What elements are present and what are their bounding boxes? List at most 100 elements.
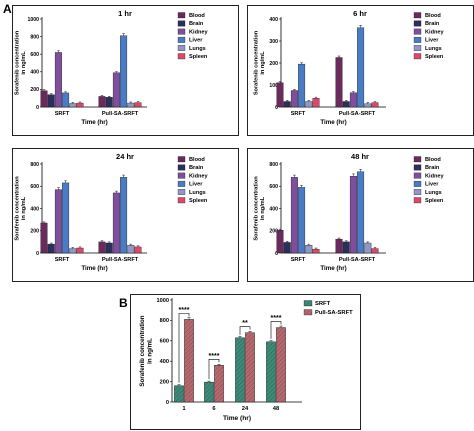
bar xyxy=(47,243,55,254)
legend-label: Pull-SA-SRFT xyxy=(315,310,353,316)
legend-swatch xyxy=(177,180,186,187)
bar xyxy=(54,189,62,254)
bar xyxy=(112,72,120,108)
x-tick-label: Pull-SA-SRFT xyxy=(339,257,376,263)
bar xyxy=(364,242,372,254)
x-axis-label: Time (hr) xyxy=(81,265,107,272)
y-tick-label: 800 xyxy=(30,162,39,168)
bar xyxy=(76,102,84,108)
legend-label: Liver xyxy=(425,182,439,188)
legend-label: Blood xyxy=(425,13,441,19)
y-tick-label: 400 xyxy=(160,359,169,365)
y-tick-label: 200 xyxy=(30,229,39,235)
x-axis-label: Time (hr) xyxy=(81,119,107,126)
legend-label: Kidney xyxy=(189,29,209,35)
bar xyxy=(371,248,379,254)
bar xyxy=(283,242,291,254)
bar xyxy=(349,176,357,254)
bar xyxy=(357,27,365,108)
x-tick-label: Pull-SA-SRFT xyxy=(102,257,139,263)
legend-label: Lungs xyxy=(425,190,442,196)
y-tick-label: 400 xyxy=(269,206,278,212)
bar xyxy=(245,332,255,403)
legend-label: Brain xyxy=(425,21,440,27)
bar xyxy=(290,177,298,254)
legend-swatch xyxy=(177,28,186,35)
y-tick-label: 600 xyxy=(30,52,39,58)
y-tick-label: 200 xyxy=(30,87,39,93)
legend-swatch xyxy=(413,197,422,204)
bar xyxy=(342,101,350,108)
bar xyxy=(335,57,343,108)
legend-swatch xyxy=(177,12,186,19)
y-tick-label: 200 xyxy=(269,229,278,235)
x-tick-label: 6 xyxy=(212,406,216,412)
y-tick-label: 0 xyxy=(275,105,278,111)
bar xyxy=(349,92,357,108)
legend-label: Blood xyxy=(189,13,205,19)
bar xyxy=(98,241,106,254)
bar xyxy=(235,337,245,403)
bar xyxy=(127,102,135,108)
y-tick-label: 800 xyxy=(30,34,39,40)
significance-bracket xyxy=(208,358,220,380)
bar xyxy=(312,248,320,254)
x-tick-label: 48 xyxy=(273,406,280,412)
legend-label: Spleen xyxy=(189,54,208,60)
legend-label: Spleen xyxy=(425,54,444,60)
y-tick-label: 0 xyxy=(36,251,39,257)
legend-swatch xyxy=(413,28,422,35)
legend-label: Blood xyxy=(425,157,441,163)
x-axis-label: Time (hr) xyxy=(223,415,251,422)
legend-swatch xyxy=(177,36,186,43)
x-axis-label: Time (hr) xyxy=(320,265,346,272)
chart-title: 24 hr xyxy=(116,152,134,161)
bar xyxy=(112,192,120,254)
x-tick-label: SRFT xyxy=(291,257,306,263)
legend-swatch xyxy=(177,197,186,204)
bar xyxy=(76,247,84,254)
legend-label: Liver xyxy=(189,38,203,44)
bar xyxy=(62,92,70,108)
legend-swatch xyxy=(177,164,186,171)
legend-swatch xyxy=(413,156,422,163)
significance-label: **** xyxy=(271,315,282,322)
y-tick-label: 400 xyxy=(30,70,39,76)
legend-label: Kidney xyxy=(189,173,209,179)
significance-label: ** xyxy=(242,320,248,327)
bar xyxy=(364,103,372,108)
legend-swatch xyxy=(413,20,422,27)
y-axis-label: Sorafenib concentrationin ng/mL xyxy=(14,176,26,241)
y-tick-label: 200 xyxy=(160,379,169,385)
y-tick-label: 300 xyxy=(269,39,278,45)
bar xyxy=(69,103,77,108)
y-tick-label: 800 xyxy=(269,162,278,168)
bar xyxy=(40,90,48,108)
legend-swatch xyxy=(413,172,422,179)
y-tick-label: 600 xyxy=(269,184,278,190)
y-tick-label: 100 xyxy=(269,83,278,89)
significance-bracket xyxy=(239,326,251,335)
legend-swatch xyxy=(413,180,422,187)
y-tick-label: 600 xyxy=(160,339,169,345)
bar xyxy=(371,102,379,108)
bar xyxy=(134,102,142,108)
y-tick-label: 0 xyxy=(275,251,278,257)
y-tick-label: 400 xyxy=(269,17,278,23)
x-tick-label: Pull-SA-SRFT xyxy=(339,111,376,117)
legend-label: Kidney xyxy=(425,29,445,35)
bar xyxy=(98,96,106,108)
legend-swatch xyxy=(413,36,422,43)
bar xyxy=(305,245,313,254)
legend-swatch xyxy=(177,189,186,195)
bar xyxy=(69,248,77,254)
bar xyxy=(298,63,306,108)
y-tick-label: 0 xyxy=(36,105,39,111)
y-axis-label: Sorafenib concentrationin ng/mL xyxy=(253,176,265,241)
x-tick-label: 24 xyxy=(242,406,249,412)
chart-title: 48 hr xyxy=(351,152,369,161)
legend-swatch xyxy=(413,53,422,60)
x-tick-label: SRFT xyxy=(291,111,306,117)
legend-swatch xyxy=(413,164,422,171)
y-tick-label: 600 xyxy=(30,184,39,190)
